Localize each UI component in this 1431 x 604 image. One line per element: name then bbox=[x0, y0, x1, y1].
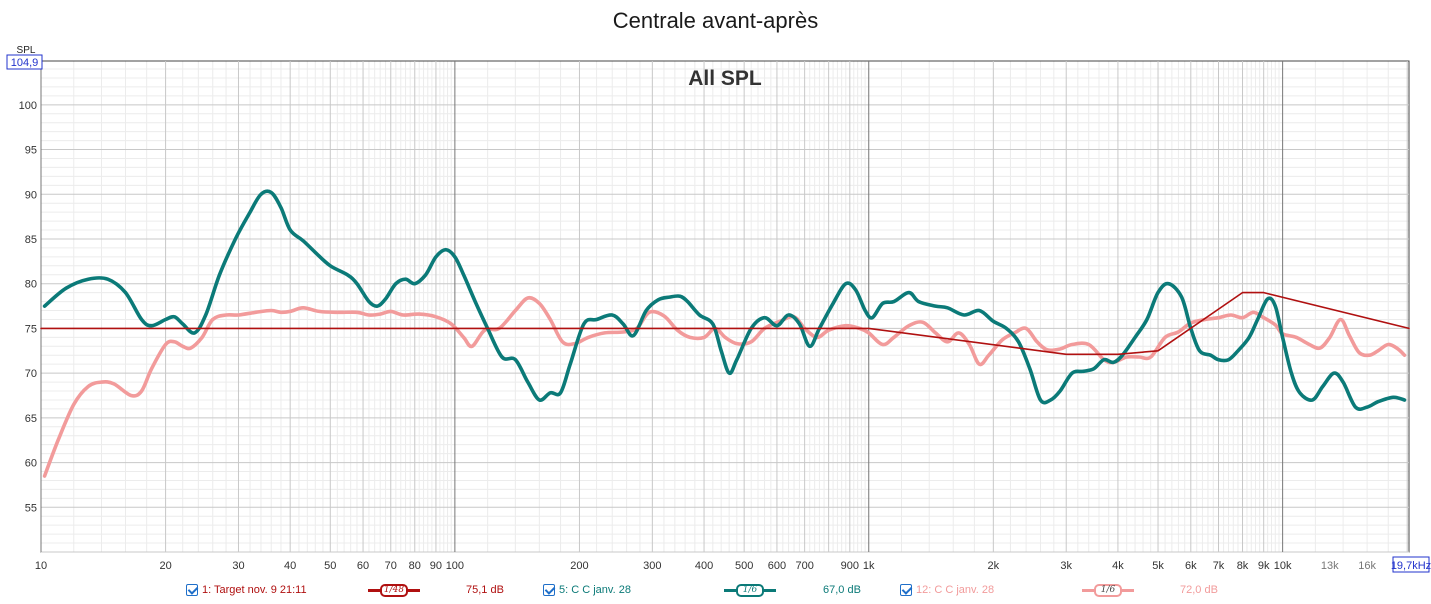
x-right-marker: 19,7kHz bbox=[1391, 560, 1431, 572]
x-tick-label: 200 bbox=[570, 560, 588, 572]
smoothing-badge-12[interactable]: 1/6 bbox=[1082, 583, 1134, 597]
x-tick-label: 70 bbox=[385, 560, 397, 572]
series-layer bbox=[40, 189, 1410, 478]
x-tick-label: 16k bbox=[1358, 560, 1376, 572]
x-tick-label: 40 bbox=[284, 560, 296, 572]
x-tick-label: 5k bbox=[1152, 560, 1164, 572]
x-tick-label: 50 bbox=[324, 560, 336, 572]
y-tick-label: 65 bbox=[25, 413, 37, 425]
series-line-cc-5 bbox=[42, 189, 1407, 411]
smoothing-label: 1/48 bbox=[380, 583, 408, 597]
y-axis-label: SPL bbox=[17, 45, 36, 56]
x-tick-label: 900 bbox=[841, 560, 859, 572]
y-tick-label: 70 bbox=[25, 368, 37, 380]
grid-major bbox=[40, 60, 1410, 553]
checkbox-icon[interactable] bbox=[543, 584, 555, 597]
checkbox-icon[interactable] bbox=[900, 584, 912, 597]
x-tick-label: 10 bbox=[35, 560, 47, 572]
y-tick-label: 55 bbox=[25, 502, 37, 514]
x-tick-label: 1k bbox=[863, 560, 875, 572]
x-tick-label: 500 bbox=[735, 560, 753, 572]
legend-level: 72,0 dB bbox=[1180, 584, 1218, 596]
smoothing-badge-5[interactable]: 1/6 bbox=[724, 583, 776, 597]
checkbox-icon[interactable] bbox=[186, 584, 198, 597]
x-tick-label: 400 bbox=[695, 560, 713, 572]
x-tick-label: 10k bbox=[1274, 560, 1292, 572]
x-right-marker-box[interactable] bbox=[1392, 556, 1430, 573]
x-tick-label: 13k bbox=[1321, 560, 1339, 572]
x-tick-label: 60 bbox=[357, 560, 369, 572]
legend-label: 12: C C janv. 28 bbox=[916, 584, 995, 596]
legend-label: 5: C C janv. 28 bbox=[559, 584, 631, 596]
y-top-marker-box[interactable] bbox=[6, 54, 43, 70]
smoothing-label: 1/6 bbox=[1094, 583, 1122, 597]
x-tick-label: 20 bbox=[159, 560, 171, 572]
labels-layer: 55 60 65 70 75 80 85 90 95 100 10 20 30 40 50 60 70 80 90 1… bbox=[19, 100, 1377, 572]
legend-item-12[interactable]: 12: C C janv. 28 bbox=[900, 584, 995, 597]
y-tick-label: 60 bbox=[25, 458, 37, 470]
legend-item-5[interactable]: 5: C C janv. 28 bbox=[543, 584, 631, 597]
grid-minor bbox=[41, 61, 1409, 552]
x-tick-label: 30 bbox=[232, 560, 244, 572]
y-tick-label: 80 bbox=[25, 279, 37, 291]
x-tick-label: 6k bbox=[1185, 560, 1197, 572]
x-tick-label: 100 bbox=[446, 560, 464, 572]
series-line-cc-12 bbox=[42, 295, 1407, 478]
chart-annotation: All SPL bbox=[688, 67, 762, 90]
series-line-target bbox=[40, 291, 1410, 356]
x-tick-label: 80 bbox=[409, 560, 421, 572]
legend-label: 1: Target nov. 9 21:11 bbox=[202, 584, 307, 596]
y-tick-label: 90 bbox=[25, 189, 37, 201]
x-tick-label: 2k bbox=[988, 560, 1000, 572]
y-tick-label: 85 bbox=[25, 234, 37, 246]
y-top-marker: 104,9 bbox=[11, 57, 39, 69]
x-tick-label: 300 bbox=[643, 560, 661, 572]
legend: 1: Target nov. 9 21:11 1/48 75,1 dB 5: C… bbox=[0, 582, 1431, 602]
x-tick-label: 4k bbox=[1112, 560, 1124, 572]
smoothing-badge-target[interactable]: 1/48 bbox=[368, 583, 420, 597]
x-tick-label: 3k bbox=[1060, 560, 1072, 572]
smoothing-label: 1/6 bbox=[736, 583, 764, 597]
chart-title: Centrale avant-après bbox=[612, 8, 819, 33]
legend-level: 67,0 dB bbox=[823, 584, 861, 596]
y-tick-label: 100 bbox=[19, 100, 37, 112]
x-tick-label: 90 bbox=[430, 560, 442, 572]
plot-frame bbox=[40, 60, 1410, 553]
x-tick-label: 7k bbox=[1213, 560, 1225, 572]
y-tick-label: 75 bbox=[25, 323, 37, 335]
x-tick-label: 8k bbox=[1237, 560, 1249, 572]
x-tick-label: 9k bbox=[1258, 560, 1270, 572]
legend-level: 75,1 dB bbox=[466, 584, 504, 596]
legend-item-target[interactable]: 1: Target nov. 9 21:11 bbox=[186, 584, 307, 597]
y-tick-label: 95 bbox=[25, 145, 37, 157]
x-tick-label: 700 bbox=[795, 560, 813, 572]
x-tick-label: 600 bbox=[768, 560, 786, 572]
